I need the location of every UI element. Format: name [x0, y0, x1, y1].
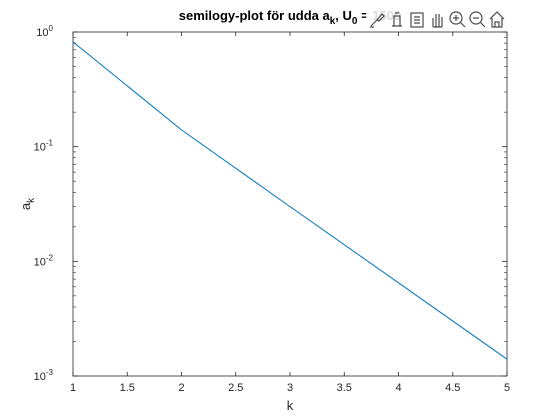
y-axis: 100 10-1 10-2 10-3 [34, 24, 507, 383]
x-tick-label: 4.5 [445, 382, 460, 394]
y-tick-label: 10-1 [34, 139, 54, 154]
x-tick-label: 2.5 [228, 382, 243, 394]
x-tick-label: 5 [504, 382, 510, 394]
x-tick-label: 3.5 [337, 382, 352, 394]
y-tick-label: 100 [36, 24, 53, 39]
x-tick-label: 3 [287, 382, 293, 394]
y-axis-label: ak [18, 197, 37, 210]
y-tick-label: 10-3 [34, 368, 54, 383]
home-icon[interactable] [489, 11, 505, 28]
axes-toolbar [366, 8, 508, 30]
y-tick-label: 10-2 [34, 253, 54, 268]
series-line [72, 41, 508, 360]
x-axis-label: k [287, 398, 294, 413]
zoom-in-icon[interactable] [449, 11, 466, 28]
x-tick-label: 1.5 [120, 382, 135, 394]
x-tick-label: 1 [70, 382, 76, 394]
plot-area [72, 31, 508, 377]
x-axis: 1 1.5 2 2.5 3 3.5 4 4.5 5 [70, 32, 510, 394]
datatip-icon[interactable] [392, 12, 402, 27]
legend-icon[interactable] [410, 12, 424, 28]
pan-icon[interactable] [432, 14, 443, 28]
x-tick-label: 4 [395, 382, 401, 394]
series-layer [72, 41, 508, 360]
brush-icon[interactable] [370, 13, 385, 28]
x-tick-label: 2 [178, 382, 184, 394]
zoom-out-icon[interactable] [469, 11, 486, 28]
